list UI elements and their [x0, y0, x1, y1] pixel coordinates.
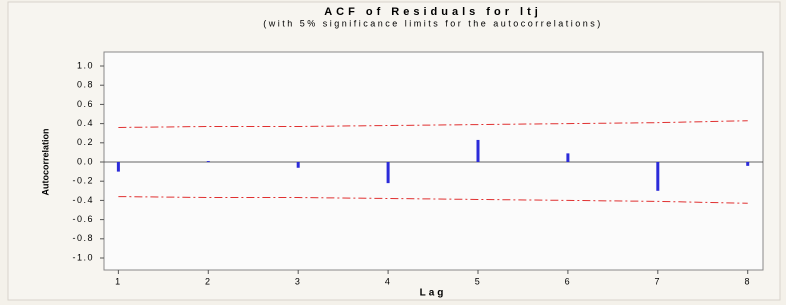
y-tick-label: 0.0	[77, 156, 94, 166]
acf-bar	[117, 162, 120, 172]
acf-bar	[746, 162, 749, 166]
y-tick-label: 0.8	[77, 80, 94, 90]
y-tick-label: -0.8	[72, 233, 94, 243]
chart-subtitle: (with 5% significance limits for the aut…	[263, 18, 603, 28]
chart-title: ACF of Residuals for ltj	[324, 6, 542, 18]
acf-bar	[387, 162, 390, 183]
x-tick-label: 5	[475, 276, 482, 286]
x-axis-label: Lag	[420, 288, 447, 299]
chart: ACF of Residuals for ltj (with 5% signif…	[0, 0, 786, 305]
x-tick-label: 2	[205, 276, 212, 286]
y-tick-label: -1.0	[72, 252, 94, 262]
acf-bar	[656, 162, 659, 191]
y-tick-label: -0.2	[72, 176, 94, 186]
acf-bar	[477, 140, 480, 162]
x-tick-label: 6	[565, 276, 572, 286]
y-tick-label: -0.4	[72, 195, 94, 205]
page: {"chart_data": { "type": "bar", "title":…	[0, 0, 786, 305]
y-tick-label: 0.4	[77, 118, 94, 128]
y-axis-label: Autocorrelation	[40, 128, 50, 195]
y-tick-label: 0.2	[77, 137, 94, 147]
y-tick-label: -0.6	[72, 214, 94, 224]
plot-area	[104, 52, 763, 270]
acf-bar	[297, 162, 300, 168]
y-tick-label: 0.6	[77, 99, 94, 109]
acf-bar	[566, 153, 569, 162]
x-tick-label: 7	[655, 276, 662, 286]
y-tick-label: 1.0	[77, 60, 94, 70]
x-tick-label: 3	[295, 276, 302, 286]
x-tick-label: 4	[385, 276, 392, 286]
acf-bar	[207, 161, 210, 162]
x-tick-label: 1	[115, 276, 122, 286]
x-tick-label: 8	[744, 276, 751, 286]
